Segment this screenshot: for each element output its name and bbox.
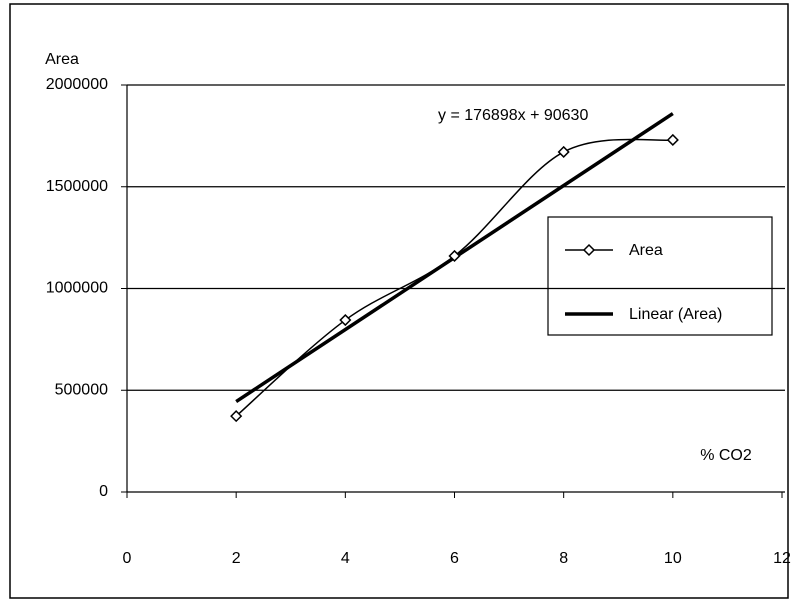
chart: Area % CO2 0 500000 1000000 1500000 2000000 0… bbox=[0, 0, 793, 601]
y-tick-label: 2000000 bbox=[46, 76, 108, 93]
x-tick-label: 8 bbox=[559, 550, 568, 567]
y-axis-label: Area bbox=[45, 51, 79, 68]
x-tick-label: 12 bbox=[773, 550, 791, 567]
x-tick-label: 0 bbox=[123, 550, 132, 567]
data-point bbox=[559, 147, 569, 157]
y-tick-label: 1000000 bbox=[46, 280, 108, 297]
data-point bbox=[668, 135, 678, 145]
y-tick-label: 500000 bbox=[55, 381, 108, 398]
y-tick-label: 0 bbox=[99, 483, 108, 500]
legend-label: Area bbox=[629, 242, 663, 259]
legend-label: Linear (Area) bbox=[629, 306, 722, 323]
x-tick-label: 4 bbox=[341, 550, 350, 567]
x-tick-label: 10 bbox=[664, 550, 682, 567]
trendline-equation: y = 176898x + 90630 bbox=[438, 107, 588, 124]
y-tick-label: 1500000 bbox=[46, 178, 108, 195]
x-tick-label: 2 bbox=[232, 550, 241, 567]
x-tick-label: 6 bbox=[450, 550, 459, 567]
x-axis-label: % CO2 bbox=[700, 447, 752, 464]
